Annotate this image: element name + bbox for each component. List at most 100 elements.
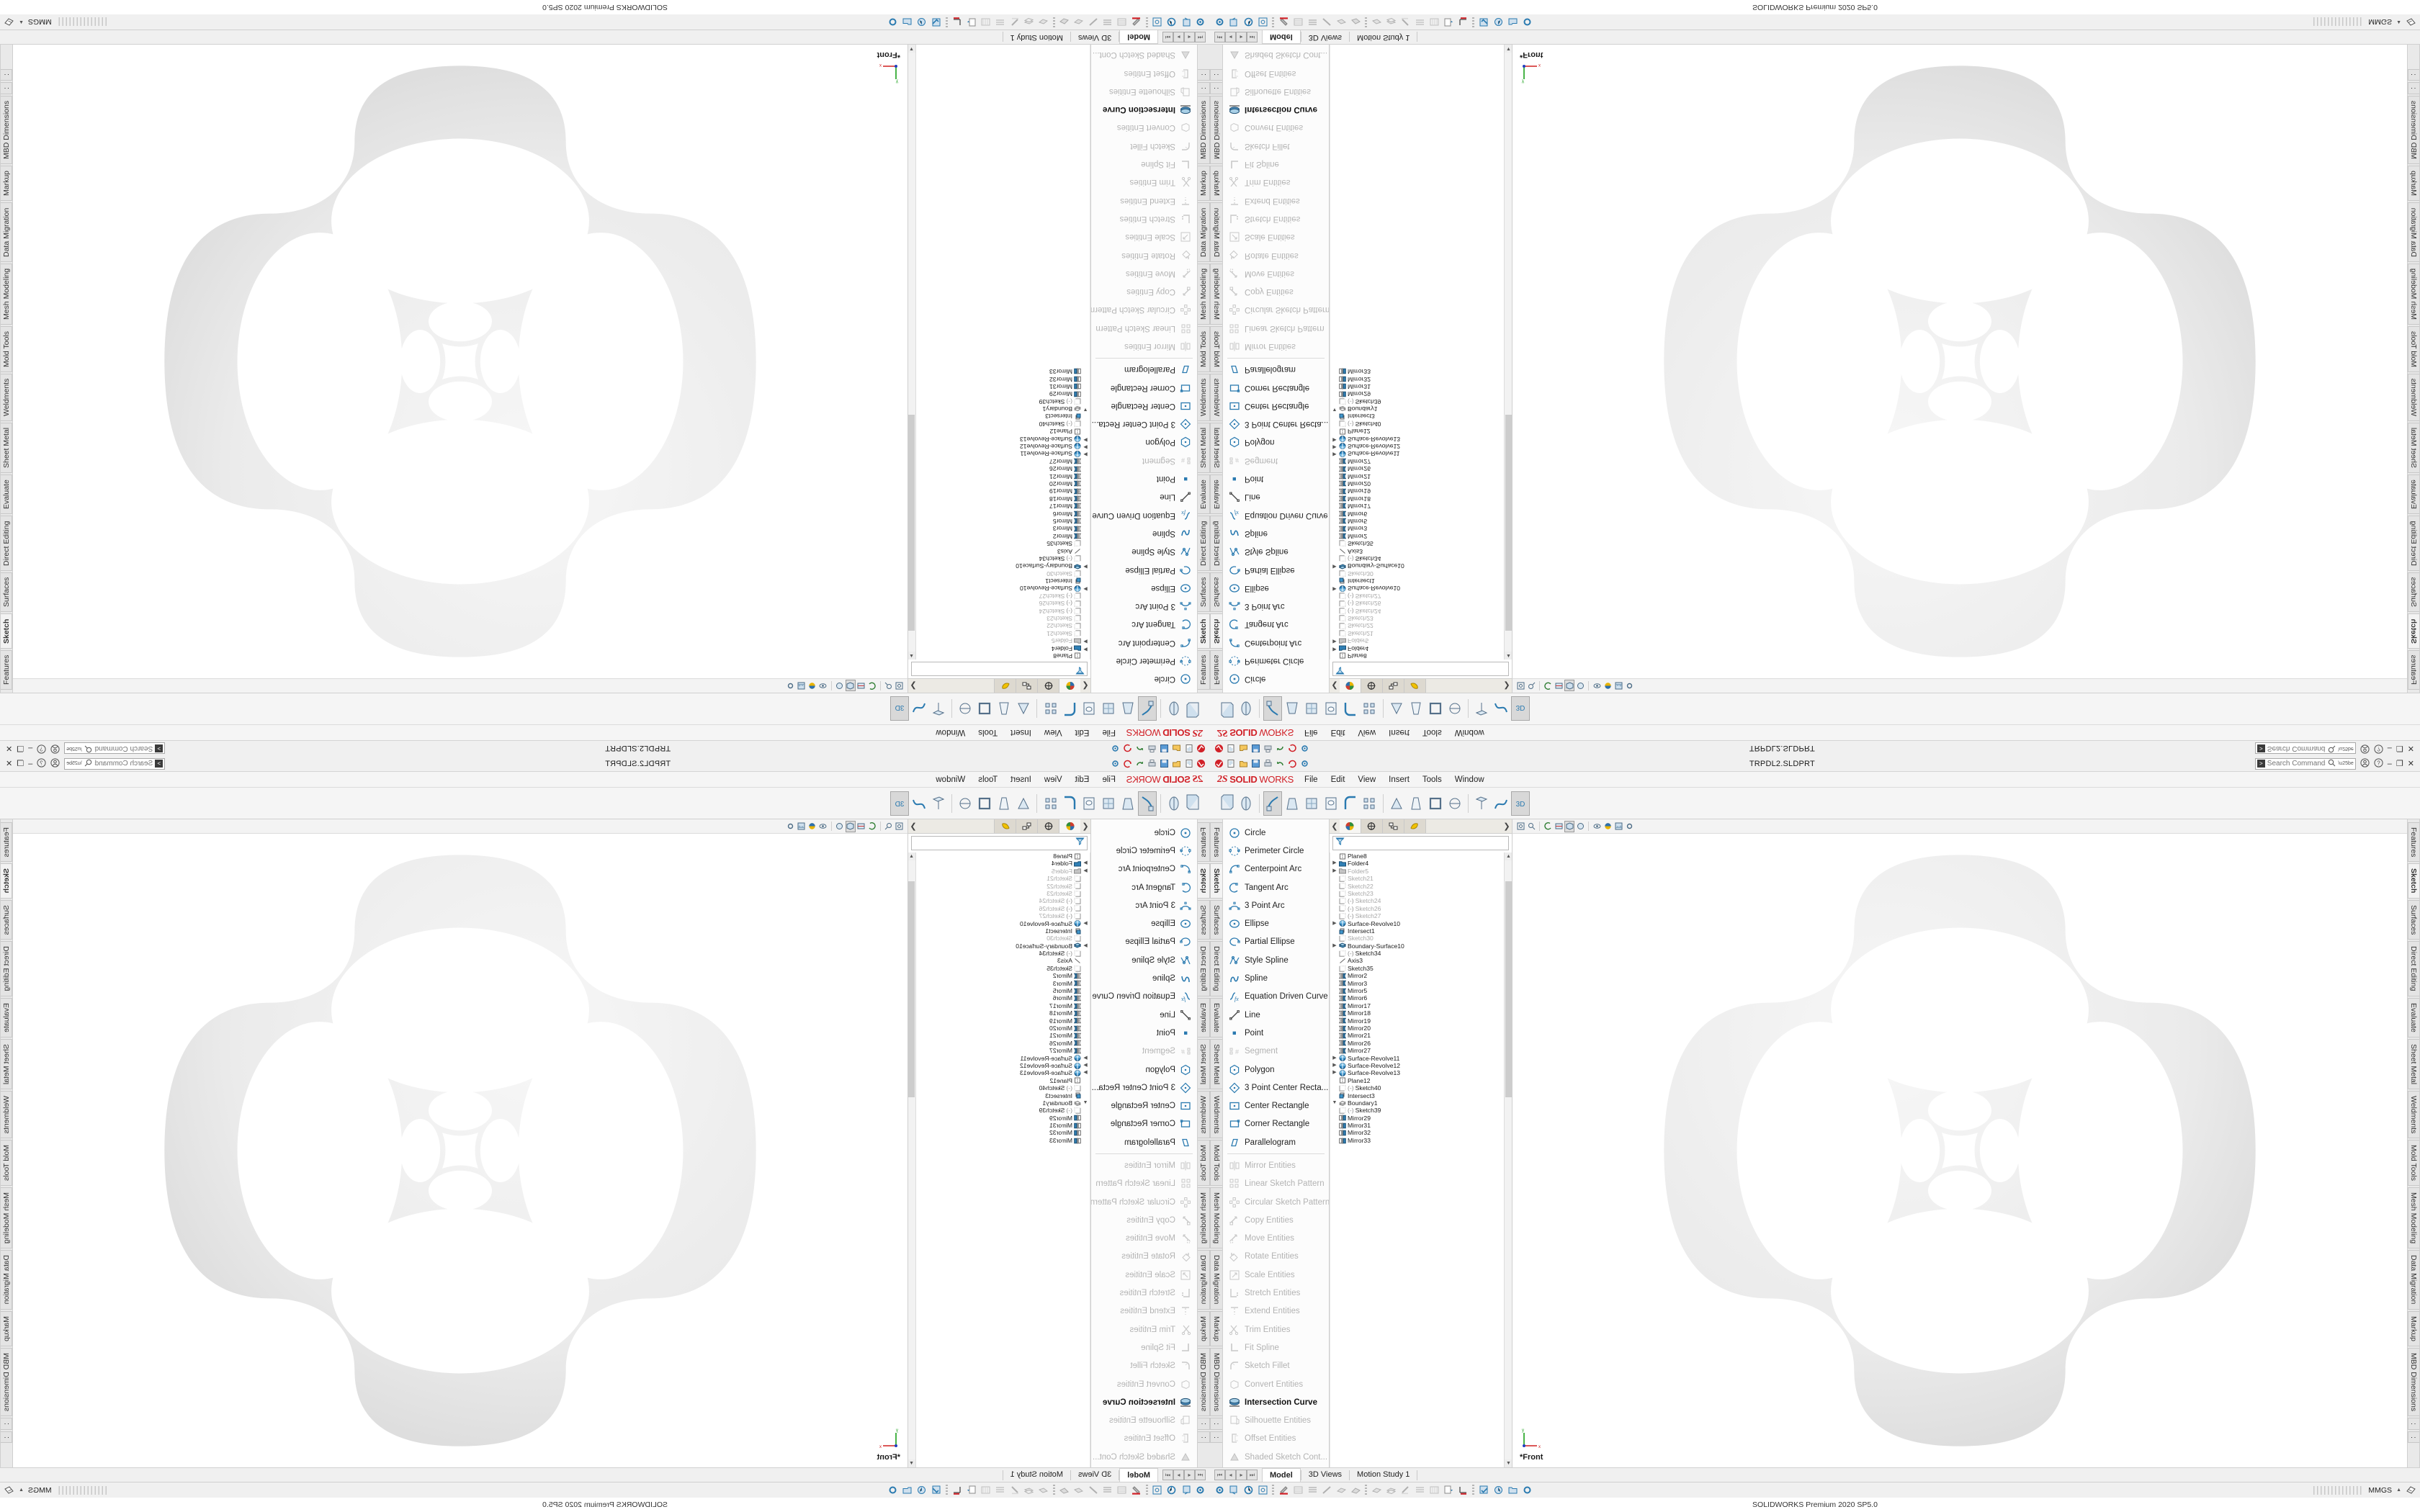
search-input[interactable]: [2267, 760, 2326, 768]
ribbon-button-curves[interactable]: [1492, 697, 1510, 721]
tree-node-mirror18[interactable]: Mirror18: [1330, 495, 1512, 503]
tree-expand-arrow-icon[interactable]: ▶: [1083, 920, 1088, 926]
save-icon[interactable]: [1160, 744, 1169, 753]
appearance-stack-icon[interactable]: [1384, 1484, 1397, 1497]
command-tab-direct-editing[interactable]: Direct Editing: [1210, 516, 1222, 571]
tree-expand-arrow-icon[interactable]: ▶: [1083, 1070, 1088, 1076]
search-dropdown-caret-icon[interactable]: \u25be: [2338, 761, 2354, 766]
ribbon-button-extruded-cut[interactable]: [1322, 697, 1340, 721]
pdm-clock-icon[interactable]: [1492, 16, 1505, 29]
tree-node-surface-revolve11[interactable]: ▶ Surface-Revolve11: [908, 450, 1090, 457]
command-tab-mirror[interactable]: Surfaces: [1, 572, 12, 613]
apply-scene-icon[interactable]: [1613, 680, 1623, 692]
tree-node-mirror3[interactable]: Mirror3: [908, 525, 1090, 532]
command-tab-mbd-dimensions[interactable]: MBD Dimensions: [1210, 1347, 1222, 1416]
tree-filter-box[interactable]: [1332, 662, 1509, 676]
command-tab-sheet-metal[interactable]: Sheet Metal: [1210, 1038, 1222, 1089]
view-settings-icon[interactable]: [786, 821, 796, 832]
sketch-tool-3-point-center-recta[interactable]: 3 Point Center Recta...: [1091, 1079, 1197, 1097]
tree-node-mirror18[interactable]: Mirror18: [908, 1009, 1090, 1017]
command-tab-mirror[interactable]: :: [2408, 1417, 2419, 1430]
save-icon[interactable]: [1251, 744, 1260, 753]
menu-tools[interactable]: Tools: [1422, 775, 1442, 784]
menu-view[interactable]: View: [1044, 728, 1062, 737]
help-icon[interactable]: ?: [2374, 743, 2383, 755]
command-tab-mirror[interactable]: Weldments: [1, 373, 12, 422]
tree-expand-arrow-icon[interactable]: ▼: [1332, 1099, 1337, 1105]
render-rows-icon[interactable]: [994, 1484, 1007, 1497]
ribbon-button-linear-pattern[interactable]: [1361, 791, 1379, 816]
new-document-icon[interactable]: [1184, 759, 1193, 768]
command-tab-markup[interactable]: Markup: [1198, 166, 1210, 202]
sketch-tool-ellipse[interactable]: Ellipse: [1223, 579, 1329, 597]
sensors-icon[interactable]: [1227, 16, 1240, 29]
tree-node-sketch34[interactable]: (-) Sketch34: [1330, 555, 1512, 562]
tree-expand-arrow-icon[interactable]: ▶: [1332, 1070, 1337, 1076]
ribbon-button-boundary-boss[interactable]: [1302, 697, 1321, 721]
tree-node-boundary-surface10[interactable]: ▶ Boundary-Surface10: [908, 942, 1090, 950]
command-tab-mold-tools[interactable]: Mold Tools: [1198, 325, 1210, 372]
tab-nav-first-icon[interactable]: ⏮: [1195, 32, 1206, 42]
command-tab-mirror[interactable]: Direct Editing: [1, 516, 12, 571]
restore-button[interactable]: ❐: [17, 760, 24, 768]
ribbon-button-boundary-boss[interactable]: [1099, 791, 1118, 816]
tree-node-mirror17[interactable]: Mirror17: [1330, 503, 1512, 510]
ribbon-button-curves[interactable]: [910, 697, 928, 721]
command-tab-sheet-metal[interactable]: Sheet Metal: [1198, 1038, 1210, 1089]
sketch-tool-style-spline[interactable]: Style Spline: [1223, 543, 1329, 561]
zoom-to-area-icon[interactable]: [884, 680, 894, 692]
menu-window[interactable]: Window: [1454, 728, 1484, 737]
tree-node-mirror6[interactable]: Mirror6: [1330, 994, 1512, 1002]
pdm-check-icon[interactable]: [1477, 1484, 1490, 1497]
tree-node-surface-revolve13[interactable]: ▶ Surface-Revolve13: [1330, 1069, 1512, 1076]
appearance-stack-icon[interactable]: [1384, 16, 1397, 29]
tree-tabs-next-icon[interactable]: ❯: [910, 822, 917, 831]
ribbon-button-revolved-boss[interactable]: [1165, 791, 1183, 816]
tree-node-folder4[interactable]: ▶ Folder4: [1330, 860, 1512, 867]
menu-insert[interactable]: Insert: [1389, 728, 1410, 737]
sketch-tool-centerpoint-arc[interactable]: Centerpoint Arc: [1091, 634, 1197, 652]
apply-scene-icon[interactable]: [797, 680, 807, 692]
tree-node-intersect3[interactable]: Intersect3: [908, 413, 1090, 420]
tree-node-mirror33[interactable]: Mirror33: [1330, 368, 1512, 375]
render-grid-icon[interactable]: [980, 1484, 992, 1497]
command-tab-mold-tools[interactable]: Mold Tools: [1210, 1140, 1222, 1187]
camera-icon[interactable]: [1320, 16, 1333, 29]
tree-node-sketch40[interactable]: (-) Sketch40: [908, 1084, 1090, 1092]
render-tools-icon[interactable]: [1008, 1484, 1021, 1497]
tree-node-sketch39[interactable]: (-) Sketch39: [908, 397, 1090, 405]
texture-icon[interactable]: [1291, 1484, 1304, 1497]
tree-node-sketch23[interactable]: Sketch23: [1330, 615, 1512, 622]
tab-nav-first-icon[interactable]: ⏮: [1214, 32, 1225, 42]
tree-expand-arrow-icon[interactable]: ▶: [1083, 564, 1088, 570]
tree-node-mirror29[interactable]: Mirror29: [1330, 1115, 1512, 1122]
hide-show-items-icon[interactable]: [818, 821, 828, 832]
property-manager-tab[interactable]: [1361, 679, 1383, 693]
display-manager-tab[interactable]: [994, 819, 1016, 833]
tree-node-intersect1[interactable]: Intersect1: [1330, 577, 1512, 585]
render-grid-icon[interactable]: [1428, 16, 1440, 29]
restore-button[interactable]: ❐: [2396, 744, 2403, 752]
scene-icon[interactable]: [1335, 1484, 1348, 1497]
sketch-tool-line[interactable]: Line: [1091, 1006, 1197, 1024]
tab-nav-prev-icon[interactable]: ◂: [1184, 32, 1195, 42]
tab-nav-buttons[interactable]: ⏮ ◂ ▸ ⏭: [1214, 1470, 1258, 1480]
texture-icon[interactable]: [1116, 16, 1129, 29]
tree-expand-arrow-icon[interactable]: ▶: [1332, 860, 1337, 866]
tree-expand-arrow-icon[interactable]: ▶: [1332, 436, 1337, 442]
tree-node-mirror32[interactable]: Mirror32: [1330, 375, 1512, 383]
tab-motion-study-1[interactable]: Motion Study 1: [1357, 33, 1410, 42]
zoom-to-area-icon[interactable]: [1526, 821, 1536, 832]
tree-node-sketch35[interactable]: Sketch35: [908, 965, 1090, 972]
overlay-options-icon[interactable]: [2404, 1484, 2417, 1497]
command-tab-mirror[interactable]: Mesh Modeling: [2408, 263, 2419, 325]
account-icon[interactable]: [2360, 757, 2370, 770]
rebuild-icon[interactable]: [1288, 744, 1297, 753]
sketch-tool-intersection-curve[interactable]: Intersection Curve: [1223, 101, 1329, 119]
command-tab-mirror[interactable]: Features: [1, 649, 12, 690]
ribbon-button-rib[interactable]: [1387, 791, 1406, 816]
view-settings-icon[interactable]: [786, 680, 796, 692]
tab-nav-next-icon[interactable]: ▸: [1236, 1470, 1247, 1480]
menu-edit[interactable]: Edit: [1330, 775, 1345, 784]
ribbon-button-lofted-boss[interactable]: [1119, 791, 1137, 816]
